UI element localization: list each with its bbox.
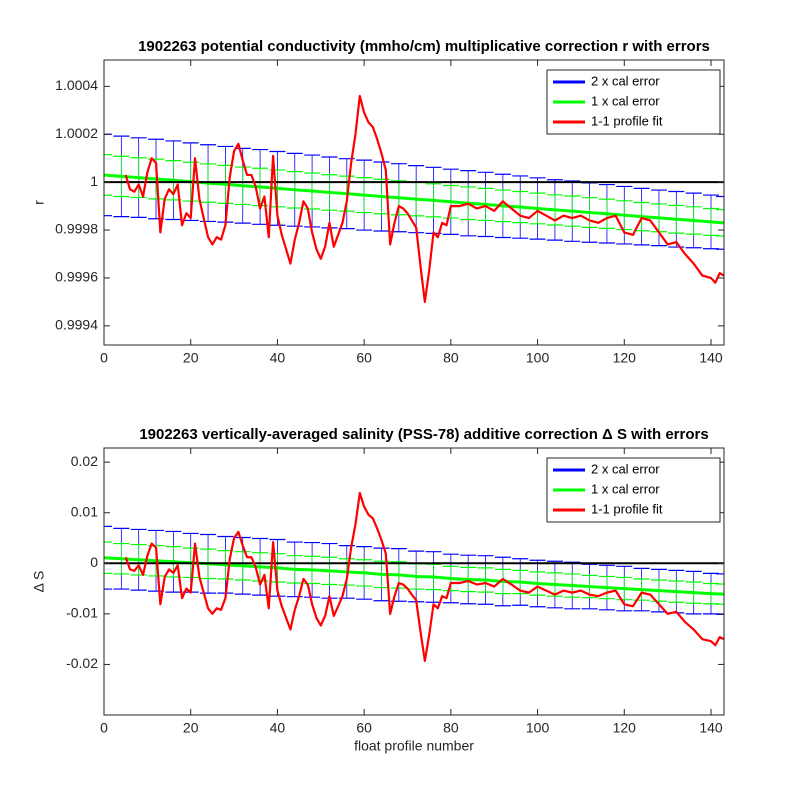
series-line: [124, 491, 724, 662]
axes: 0.9994 0.9996 0.9998 1 1.0002 1.0004 0 20 40 60 80…: [31, 38, 725, 366]
x-tick-label: 140: [699, 720, 723, 736]
legend: 2 x cal error 1 x cal error 1-1 profile fi…: [546, 69, 721, 135]
y-axis-label: Δ S: [31, 571, 47, 593]
x-tick-label: 0: [100, 720, 108, 736]
x-axis-label: float profile number: [354, 738, 474, 754]
y-tick-label: 1.0002: [55, 125, 98, 141]
chart-title: 1902263 potential conductivity (mmho/cm)…: [138, 38, 710, 55]
series-line: [124, 94, 724, 303]
x-tick-label: 100: [526, 720, 550, 736]
plot: [104, 94, 724, 303]
y-tick-label: 0: [90, 554, 98, 570]
y-tick-label: 0.9998: [55, 221, 98, 237]
error-bar: [716, 573, 724, 615]
x-tick-label: 80: [443, 720, 459, 736]
legend: 2 x cal error 1 x cal error 1-1 profile fi…: [546, 457, 721, 523]
y-tick-label: 0.9996: [55, 269, 98, 285]
legend-label: 2 x cal error: [591, 461, 660, 476]
legend-label: 1 x cal error: [591, 481, 660, 496]
x-tick-label: 80: [443, 350, 459, 366]
axes-box: [103, 59, 725, 346]
error-bar: [104, 541, 112, 575]
error-bar: [104, 525, 112, 590]
x-tick-label: 40: [270, 350, 286, 366]
y-tick-label: 0.01: [71, 503, 98, 519]
y-tick-label: 0.9994: [55, 317, 98, 333]
x-tick-label: 100: [526, 350, 550, 366]
error-bar: [104, 154, 112, 196]
y-tick-label: 1: [90, 173, 98, 189]
error-bar: [716, 209, 724, 237]
error-bar: [716, 195, 724, 250]
axes-box: [103, 447, 725, 716]
y-tick-label: -0.02: [66, 655, 98, 671]
plot: [104, 491, 724, 662]
x-tick-label: 120: [613, 350, 637, 366]
x-tick-label: 60: [356, 350, 372, 366]
x-tick-label: 20: [183, 720, 199, 736]
x-tick-label: 0: [100, 350, 108, 366]
x-tick-label: 20: [183, 350, 199, 366]
chart-title: 1902263 vertically-averaged salinity (PS…: [139, 426, 708, 443]
legend-label: 1-1 profile fit: [591, 113, 663, 128]
legend-label: 1 x cal error: [591, 93, 660, 108]
error-bar: [716, 583, 724, 605]
y-axis-label: r: [31, 200, 47, 205]
x-tick-label: 140: [699, 350, 723, 366]
y-tick-label: 1.0004: [55, 77, 98, 93]
y-tick-label: -0.01: [66, 605, 98, 621]
x-tick-label: 40: [270, 720, 286, 736]
legend-label: 1-1 profile fit: [591, 501, 663, 516]
x-tick-label: 120: [613, 720, 637, 736]
legend-label: 2 x cal error: [591, 73, 660, 88]
axes: -0.02 -0.01 0 0.01 0.02 0 20 40 60 80 100 120 140 190…: [31, 426, 725, 754]
y-tick-label: 0.02: [71, 453, 98, 469]
x-tick-label: 60: [356, 720, 372, 736]
